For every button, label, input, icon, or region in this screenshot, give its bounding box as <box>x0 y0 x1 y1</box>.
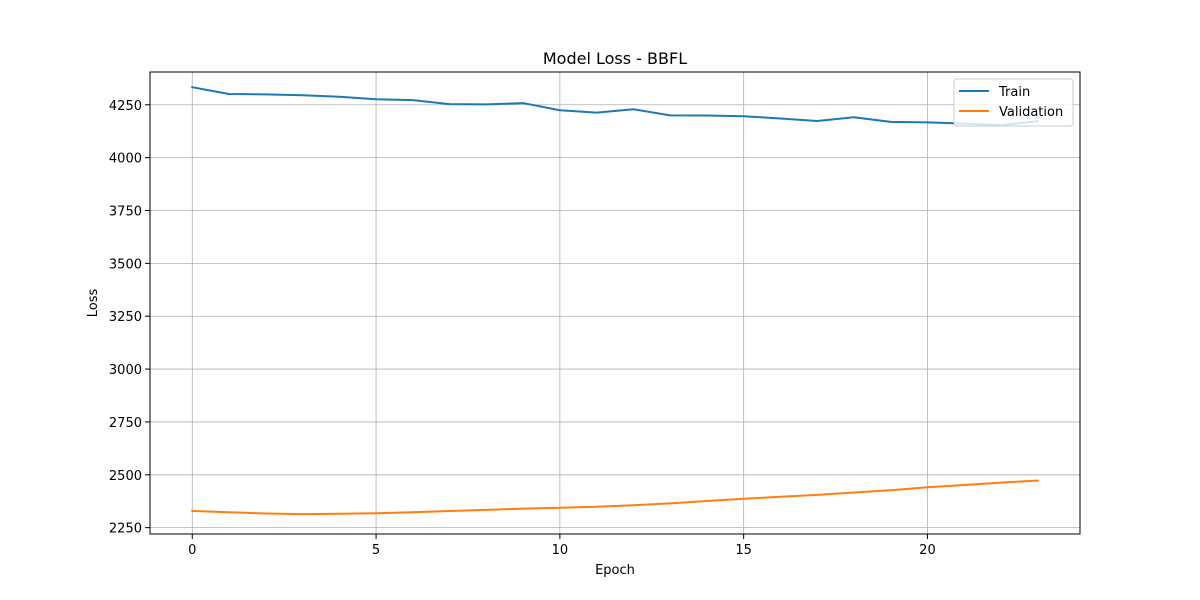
x-tick-label: 10 <box>552 543 569 558</box>
series-line-validation <box>191 479 1039 516</box>
grid-lines <box>150 72 1080 534</box>
x-axis-title: Epoch <box>595 563 635 578</box>
x-tick-label: 15 <box>735 543 752 558</box>
x-tick-label: 20 <box>919 543 936 558</box>
y-tick-label: 2750 <box>109 416 142 431</box>
y-tick-label: 4000 <box>109 152 142 167</box>
x-tick-label: 0 <box>188 543 196 558</box>
y-tick-label: 3750 <box>109 204 142 219</box>
legend: Train Validation <box>953 78 1074 127</box>
y-tick-label: 2250 <box>109 522 142 537</box>
y-tick-label: 3250 <box>109 310 142 325</box>
series-line-train <box>191 86 1039 127</box>
x-tick-label: 5 <box>372 543 380 558</box>
legend-label-validation: Validation <box>999 105 1063 120</box>
y-tick-label: 2500 <box>109 469 142 484</box>
chart-title: Model Loss - BBFL <box>543 49 687 68</box>
y-axis-title: Loss <box>86 289 101 318</box>
series-lines <box>191 86 1039 516</box>
y-tick-label: 3000 <box>109 363 142 378</box>
y-tick-label: 3500 <box>109 257 142 272</box>
legend-label-train: Train <box>998 85 1030 100</box>
y-tick-label: 4250 <box>109 99 142 114</box>
axis-ticks: 0 5 10 15 20 2250 2500 2750 3000 3250 3500 3750 4000… <box>109 99 936 558</box>
plot-area-frame <box>149 71 1081 535</box>
